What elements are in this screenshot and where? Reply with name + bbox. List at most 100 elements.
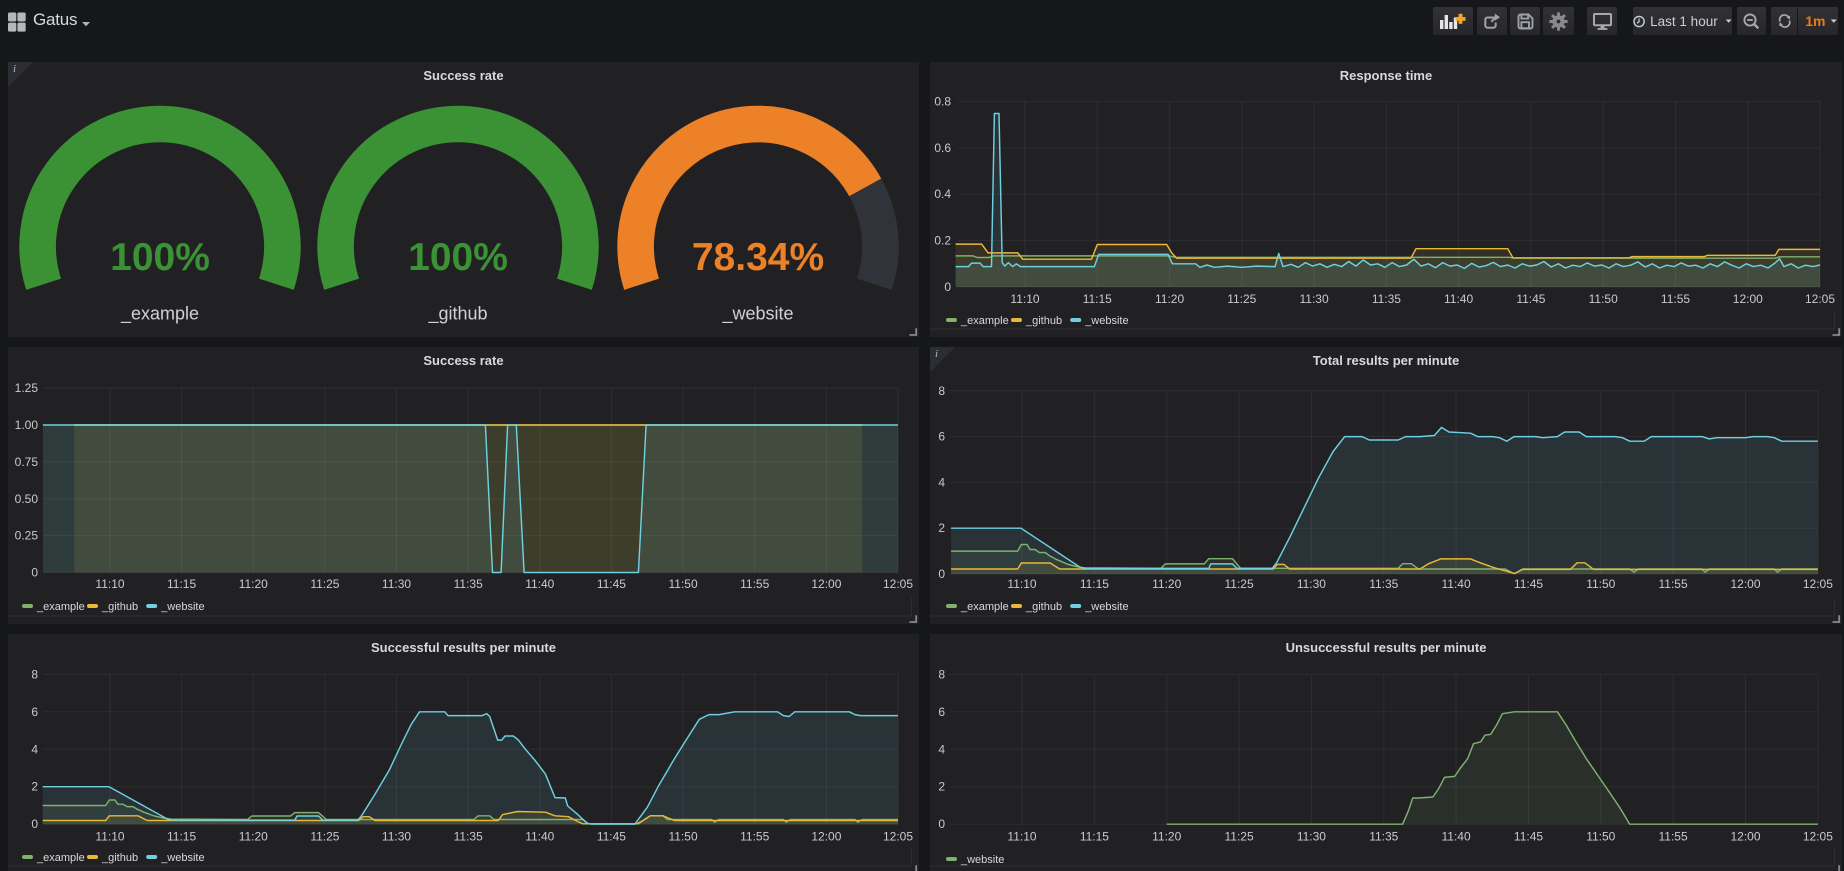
svg-text:11:30: 11:30 bbox=[382, 830, 411, 844]
svg-text:4: 4 bbox=[938, 475, 945, 489]
svg-text:4: 4 bbox=[938, 742, 945, 756]
svg-text:11:20: 11:20 bbox=[239, 577, 268, 591]
svg-text:11:45: 11:45 bbox=[1516, 292, 1545, 306]
svg-text:0.50: 0.50 bbox=[15, 492, 39, 506]
svg-text:11:55: 11:55 bbox=[740, 577, 769, 591]
svg-text:11:50: 11:50 bbox=[1586, 830, 1615, 844]
svg-text:11:10: 11:10 bbox=[1007, 577, 1036, 591]
svg-text:4: 4 bbox=[31, 742, 38, 756]
svg-text:1.00: 1.00 bbox=[15, 418, 39, 432]
svg-text:_github: _github bbox=[1025, 315, 1062, 327]
svg-text:11:55: 11:55 bbox=[1661, 292, 1690, 306]
svg-text:11:25: 11:25 bbox=[310, 577, 339, 591]
svg-text:11:50: 11:50 bbox=[669, 830, 698, 844]
svg-text:11:35: 11:35 bbox=[1369, 830, 1398, 844]
svg-text:11:40: 11:40 bbox=[525, 830, 554, 844]
svg-text:0.25: 0.25 bbox=[15, 529, 39, 543]
svg-text:11:45: 11:45 bbox=[597, 577, 626, 591]
svg-text:2: 2 bbox=[938, 521, 945, 535]
svg-text:78.34%: 78.34% bbox=[692, 236, 824, 279]
svg-text:11:25: 11:25 bbox=[1225, 577, 1254, 591]
svg-text:12:00: 12:00 bbox=[811, 830, 841, 844]
svg-text:0: 0 bbox=[31, 566, 38, 580]
svg-text:0: 0 bbox=[938, 817, 945, 831]
svg-text:11:55: 11:55 bbox=[740, 830, 769, 844]
svg-text:12:05: 12:05 bbox=[1803, 577, 1833, 591]
svg-text:1.25: 1.25 bbox=[15, 381, 39, 395]
svg-text:11:55: 11:55 bbox=[1659, 830, 1688, 844]
svg-text:11:30: 11:30 bbox=[1300, 292, 1329, 306]
svg-text:11:30: 11:30 bbox=[1297, 830, 1326, 844]
svg-text:_example: _example bbox=[120, 304, 199, 325]
svg-text:11:40: 11:40 bbox=[1444, 292, 1473, 306]
svg-text:11:30: 11:30 bbox=[1297, 577, 1326, 591]
svg-text:12:00: 12:00 bbox=[1730, 577, 1760, 591]
svg-text:11:40: 11:40 bbox=[1442, 577, 1471, 591]
svg-text:_website: _website bbox=[721, 304, 793, 325]
svg-text:12:00: 12:00 bbox=[1730, 830, 1760, 844]
svg-text:11:10: 11:10 bbox=[1010, 292, 1039, 306]
svg-text:_example: _example bbox=[36, 852, 85, 864]
svg-text:12:05: 12:05 bbox=[1805, 292, 1835, 306]
svg-text:0: 0 bbox=[938, 567, 945, 581]
svg-text:0: 0 bbox=[944, 280, 951, 294]
svg-text:2: 2 bbox=[938, 780, 945, 794]
svg-text:11:15: 11:15 bbox=[1080, 577, 1109, 591]
svg-text:0.75: 0.75 bbox=[15, 455, 39, 469]
svg-text:_example: _example bbox=[36, 601, 85, 613]
svg-text:11:25: 11:25 bbox=[310, 830, 339, 844]
svg-text:12:05: 12:05 bbox=[883, 830, 913, 844]
svg-text:12:00: 12:00 bbox=[1733, 292, 1763, 306]
svg-text:6: 6 bbox=[31, 705, 38, 719]
svg-text:8: 8 bbox=[31, 667, 38, 681]
svg-text:11:35: 11:35 bbox=[454, 577, 483, 591]
svg-text:_website: _website bbox=[1084, 601, 1128, 613]
svg-text:11:20: 11:20 bbox=[239, 830, 268, 844]
svg-text:11:15: 11:15 bbox=[167, 577, 196, 591]
svg-text:11:15: 11:15 bbox=[167, 830, 196, 844]
svg-text:11:20: 11:20 bbox=[1155, 292, 1184, 306]
svg-text:_website: _website bbox=[160, 852, 204, 864]
svg-text:11:10: 11:10 bbox=[95, 577, 124, 591]
svg-text:_github: _github bbox=[101, 601, 138, 613]
svg-text:11:35: 11:35 bbox=[1369, 577, 1398, 591]
svg-text:_github: _github bbox=[1025, 601, 1062, 613]
svg-text:11:45: 11:45 bbox=[597, 830, 626, 844]
svg-text:11:45: 11:45 bbox=[1514, 830, 1543, 844]
svg-text:_website: _website bbox=[160, 601, 204, 613]
svg-text:6: 6 bbox=[938, 705, 945, 719]
svg-text:11:20: 11:20 bbox=[1152, 577, 1181, 591]
svg-text:_example: _example bbox=[960, 315, 1009, 327]
svg-text:_github: _github bbox=[427, 304, 487, 325]
svg-text:11:45: 11:45 bbox=[1514, 577, 1543, 591]
svg-text:100%: 100% bbox=[408, 236, 508, 279]
svg-text:11:30: 11:30 bbox=[382, 577, 411, 591]
svg-text:12:05: 12:05 bbox=[883, 577, 913, 591]
svg-text:11:35: 11:35 bbox=[1372, 292, 1401, 306]
svg-text:11:35: 11:35 bbox=[454, 830, 483, 844]
svg-text:11:50: 11:50 bbox=[1589, 292, 1618, 306]
svg-text:6: 6 bbox=[938, 430, 945, 444]
svg-text:0.4: 0.4 bbox=[934, 187, 951, 201]
svg-text:100%: 100% bbox=[110, 236, 210, 279]
svg-text:11:10: 11:10 bbox=[1007, 830, 1036, 844]
svg-text:0: 0 bbox=[31, 817, 38, 831]
svg-text:11:10: 11:10 bbox=[95, 830, 124, 844]
svg-text:11:50: 11:50 bbox=[669, 577, 698, 591]
svg-text:_github: _github bbox=[101, 852, 138, 864]
svg-text:11:40: 11:40 bbox=[1442, 830, 1471, 844]
svg-text:12:05: 12:05 bbox=[1803, 830, 1833, 844]
svg-text:_website: _website bbox=[960, 854, 1004, 866]
svg-text:_website: _website bbox=[1084, 315, 1128, 327]
svg-text:11:20: 11:20 bbox=[1152, 830, 1181, 844]
svg-text:11:25: 11:25 bbox=[1225, 830, 1254, 844]
svg-text:11:15: 11:15 bbox=[1080, 830, 1109, 844]
svg-text:8: 8 bbox=[938, 384, 945, 398]
svg-text:11:50: 11:50 bbox=[1586, 577, 1615, 591]
svg-text:11:25: 11:25 bbox=[1227, 292, 1256, 306]
svg-text:2: 2 bbox=[31, 780, 38, 794]
svg-text:0.8: 0.8 bbox=[934, 94, 951, 108]
svg-text:_example: _example bbox=[960, 601, 1009, 613]
svg-text:0.6: 0.6 bbox=[934, 141, 951, 155]
svg-text:12:00: 12:00 bbox=[811, 577, 841, 591]
